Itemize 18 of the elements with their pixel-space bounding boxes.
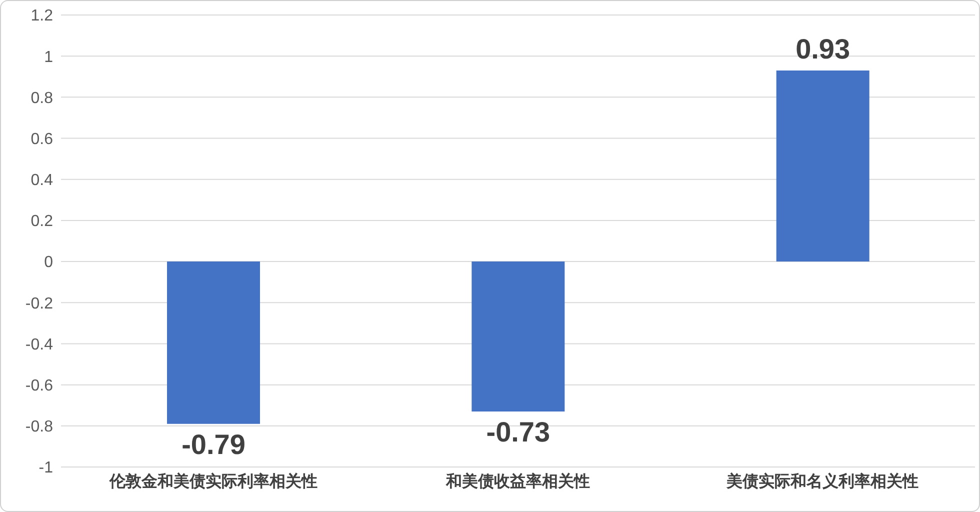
- y-tick-label: 1: [44, 48, 54, 66]
- y-tick-label: 0.2: [30, 213, 54, 230]
- y-tick-label: -0.2: [25, 295, 54, 312]
- y-tick-label: -1: [38, 460, 54, 477]
- x-tick-label: 美债实际和名义利率相关性: [726, 471, 919, 490]
- y-tick-label: -0.8: [25, 418, 54, 436]
- data-label: 0.93: [796, 33, 850, 64]
- y-tick-label: 1.2: [30, 8, 54, 25]
- y-tick-label: 0.8: [30, 90, 54, 107]
- data-label: -0.73: [486, 416, 550, 448]
- y-tick-label: 0.4: [30, 172, 54, 190]
- y-tick-label: -0.6: [25, 378, 54, 394]
- x-tick-label: 伦敦金和美债实际利率相关性: [108, 471, 318, 490]
- data-label: -0.79: [182, 428, 246, 460]
- y-tick-label: 0: [44, 254, 54, 272]
- y-tick-label: 0.6: [30, 130, 54, 148]
- y-tick-label: -0.4: [25, 336, 54, 354]
- x-tick-label: 和美债收益率相关性: [445, 471, 590, 490]
